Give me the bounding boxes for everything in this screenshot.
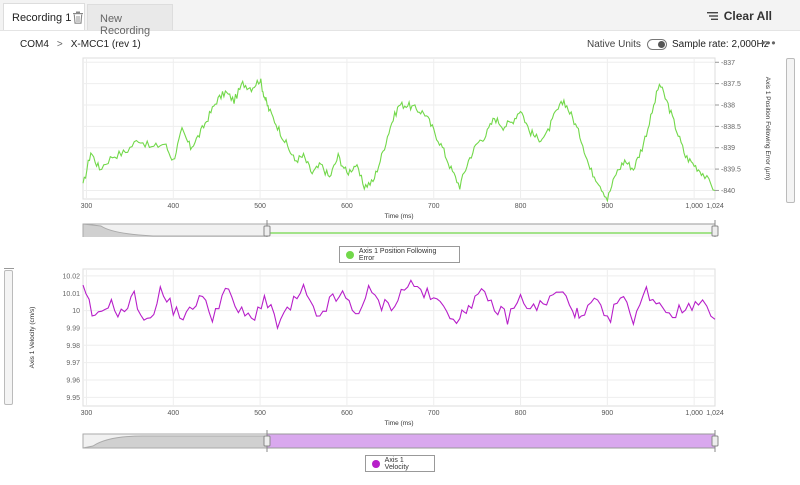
navigator-handle[interactable] xyxy=(711,435,719,447)
tab-recording-1[interactable]: Recording 1 xyxy=(3,3,85,30)
y-tick-label: 9.98 xyxy=(66,343,80,350)
chevron-right-icon: > xyxy=(56,39,63,50)
y-tick-label: 9.99 xyxy=(66,325,80,332)
legend-dot xyxy=(372,459,380,468)
x-tick-label: 400 xyxy=(167,203,179,210)
x-tick-label: 300 xyxy=(81,410,93,417)
navigator-selection[interactable] xyxy=(266,223,716,237)
x-tick-label: 700 xyxy=(428,410,440,417)
legend-position-error[interactable]: Axis 1 Position Following Error xyxy=(339,246,460,263)
y-tick-label: -837.5 xyxy=(721,81,741,88)
plot-area[interactable] xyxy=(82,268,716,407)
x-axis-label: Time (ms) xyxy=(384,213,413,220)
x-tick-label: 600 xyxy=(341,203,353,210)
x-tick-label: 400 xyxy=(167,410,179,417)
x-tick-label: 1,000 xyxy=(685,410,703,417)
navigator-handle[interactable] xyxy=(263,225,271,237)
x-tick-label: 900 xyxy=(602,410,614,417)
y-tick-label: -837 xyxy=(721,60,735,67)
plot-area[interactable] xyxy=(82,57,716,200)
y-axis-label: Axis 1 Position Following Error (µm) xyxy=(764,77,771,180)
y-tick-label: -838.5 xyxy=(721,124,741,131)
y-tick-label: -840 xyxy=(721,188,735,195)
navigator-overview xyxy=(82,223,268,237)
y-tick-label: 10 xyxy=(72,308,80,315)
sample-rate: Sample rate: 2,000Hz xyxy=(672,39,769,50)
x-tick-label: 500 xyxy=(254,410,266,417)
native-units-toggle[interactable] xyxy=(646,39,667,50)
y-tick-label: 9.97 xyxy=(66,360,80,367)
x-tick-label: 300 xyxy=(81,203,93,210)
x-tick-label: 500 xyxy=(254,203,266,210)
y-tick-label: -839.5 xyxy=(721,167,741,174)
x-axis-label: Time (ms) xyxy=(384,420,413,427)
native-units-setting: Native Units xyxy=(587,39,667,50)
tab-label: Recording 1 xyxy=(12,12,72,24)
legend-velocity[interactable]: Axis 1 Velocity xyxy=(365,455,435,472)
breadcrumb-device[interactable]: X-MCC1 (rev 1) xyxy=(70,39,141,50)
y-tick-label: 9.95 xyxy=(66,395,80,402)
x-tick-label: 600 xyxy=(341,410,353,417)
breadcrumb: COM4 > X-MCC1 (rev 1) xyxy=(20,39,141,50)
sort-lines-icon xyxy=(706,12,718,20)
trash-icon[interactable] xyxy=(72,11,84,24)
navigator-handle[interactable] xyxy=(711,225,719,237)
x-tick-label: 1,024 xyxy=(706,203,724,210)
native-units-label: Native Units xyxy=(587,39,641,50)
tab-new-recording[interactable]: New Recording xyxy=(87,4,173,37)
x-tick-label: 700 xyxy=(428,203,440,210)
x-tick-label: 1,000 xyxy=(685,203,703,210)
navigator-selection[interactable] xyxy=(266,433,716,449)
x-tick-label: 900 xyxy=(602,203,614,210)
y-tick-label: 10.01 xyxy=(62,291,80,298)
tab-bar: Recording 1 New Recording Clear All xyxy=(0,0,800,37)
y-axis-label: Axis 1 Velocity (cm/s) xyxy=(29,307,36,369)
y-tick-label: -839 xyxy=(721,145,735,152)
velocity-chart[interactable]: 300 400 500 600 700 800 900 1,000 1,024 Time (ms)… xyxy=(0,263,800,458)
clear-all-label: Clear All xyxy=(723,9,772,23)
position-error-chart[interactable]: 300 400 500 600 700 800 900 1,000 1,024 Time (ms)… xyxy=(0,52,800,237)
series-line xyxy=(82,78,716,203)
y-tick-label: 10.02 xyxy=(62,273,80,280)
y-tick-label: 9.96 xyxy=(66,377,80,384)
series-line xyxy=(82,279,716,331)
y-axis-scroll-left[interactable] xyxy=(4,270,13,405)
x-tick-label: 800 xyxy=(515,410,527,417)
more-options-icon[interactable]: ••• xyxy=(761,36,777,50)
navigator-handle[interactable] xyxy=(263,435,271,447)
x-tick-label: 800 xyxy=(515,203,527,210)
legend-label: Axis 1 Position Following Error xyxy=(358,247,437,262)
x-tick-label: 1,024 xyxy=(706,410,724,417)
clear-all-button[interactable]: Clear All xyxy=(706,9,772,23)
y-axis-scroll-cap xyxy=(4,268,14,269)
legend-label: Axis 1 Velocity xyxy=(384,456,409,471)
navigator-overview xyxy=(82,435,268,449)
y-tick-label: -838 xyxy=(721,103,735,110)
y-axis-scroll-right[interactable] xyxy=(786,58,795,203)
breadcrumb-port[interactable]: COM4 xyxy=(20,39,49,50)
tab-label: New Recording xyxy=(100,13,151,37)
legend-dot xyxy=(346,250,354,259)
